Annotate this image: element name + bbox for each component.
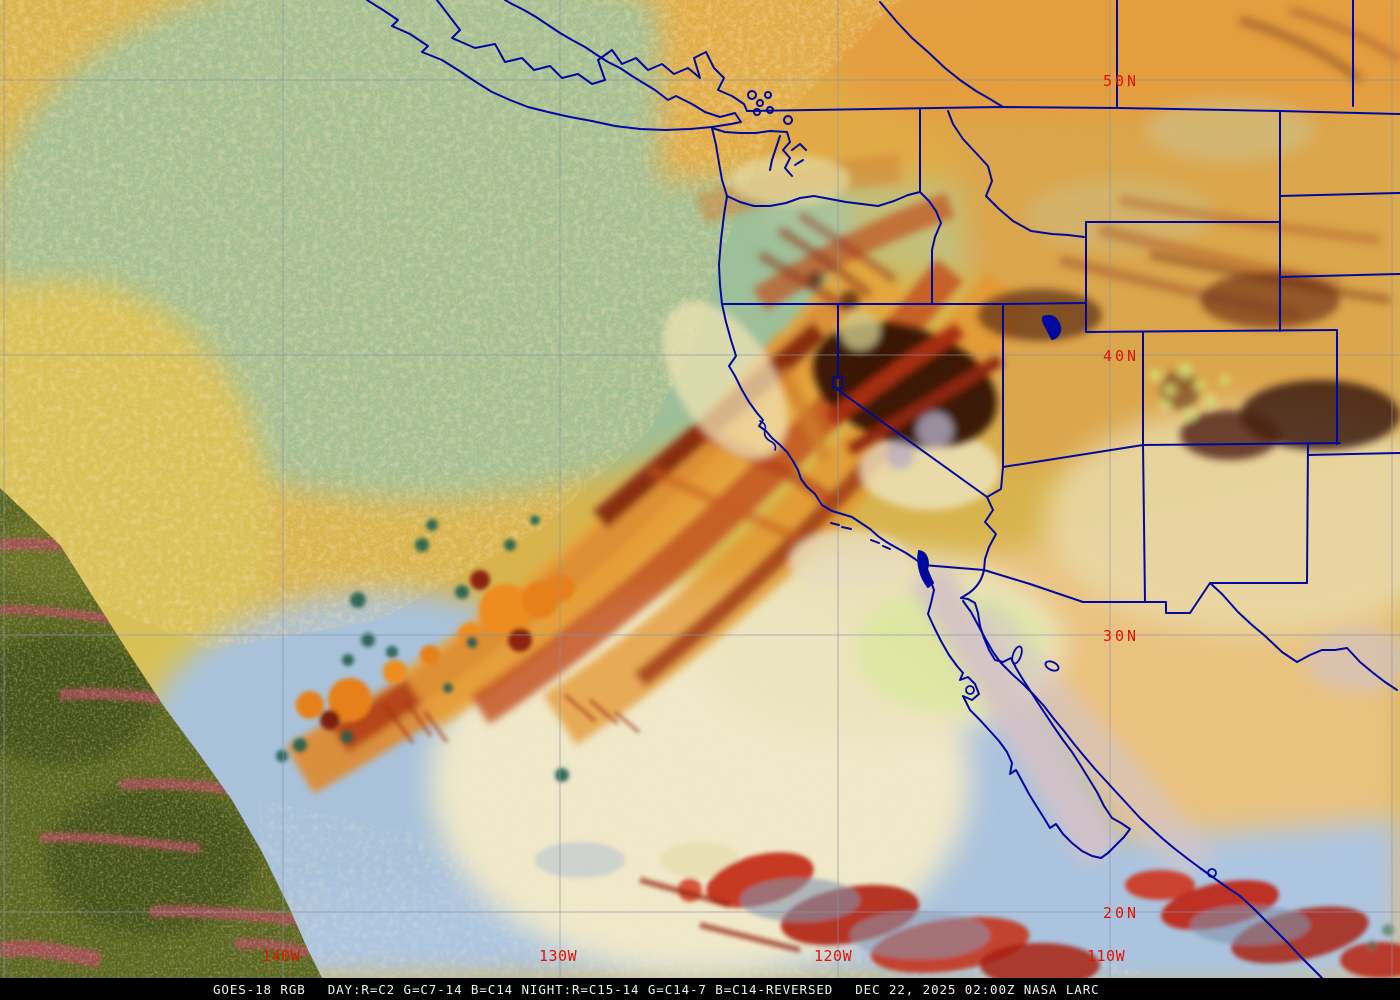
- border-us-canada: [746, 106, 1400, 115]
- rgb-recipe-label: DAY:R=C2 G=C7-14 B=C14 NIGHT:R=C15-14 G=…: [327, 981, 834, 997]
- coastline-puget-sound: [711, 127, 793, 177]
- latitude-label-50n: 50N: [1103, 72, 1139, 90]
- border-wa-or-columbia: [726, 191, 921, 207]
- border-rio-grande: [1209, 582, 1398, 691]
- border-us-mexico-ca: [922, 564, 985, 571]
- graticule-labels: 50N 40N 30N 20N 140W 130W 120W 110W: [262, 72, 1139, 965]
- border-42n: [721, 302, 1087, 305]
- border-wy-co: [1085, 329, 1338, 333]
- latitude-label-20n: 20N: [1103, 904, 1139, 922]
- san-francisco-bay: [759, 420, 777, 451]
- status-bar: GOES-18 RGB DAY:R=C2 G=C7-14 B=C14 NIGHT…: [0, 978, 1400, 1000]
- border-colorado-river: [960, 496, 997, 599]
- coastline-baja: [922, 564, 1131, 859]
- border-ca-nv: [837, 303, 988, 498]
- border-id-mt: [947, 110, 1085, 238]
- timestamp-credit-label: DEC 22, 2025 02:00Z NASA LARC: [855, 981, 1100, 997]
- border-tx-ok: [1307, 452, 1400, 456]
- border-ut-az: [1002, 444, 1144, 468]
- san-juan-islands: [747, 90, 793, 125]
- border-bc-alberta: [879, 1, 1004, 108]
- scan-edge-landcover-region: [0, 488, 322, 978]
- satellite-map: 50N 40N 30N 20N 140W 130W 120W 110W: [0, 0, 1400, 978]
- gulf-islands: [965, 645, 1217, 878]
- coastline-pacific: [711, 127, 924, 566]
- product-label: GOES-18 RGB: [213, 981, 306, 997]
- longitude-label-110w: 110W: [1087, 947, 1126, 965]
- border-nv-az: [986, 466, 1004, 498]
- border-us-mexico-az: [983, 569, 1211, 614]
- longitude-label-140w: 140W: [262, 947, 301, 965]
- salton-sea: [917, 550, 934, 588]
- map-borders: [366, 0, 1400, 978]
- longitude-label-130w: 130W: [539, 947, 578, 965]
- border-nm-east: [1306, 442, 1309, 584]
- channel-islands: [830, 522, 891, 550]
- border-az-nm: [1142, 444, 1146, 602]
- graticule-grid: [0, 0, 1400, 978]
- latitude-label-40n: 40N: [1103, 347, 1139, 365]
- coastline-bc-mainland: [436, 0, 748, 112]
- border-sd-ne: [1279, 273, 1400, 278]
- longitude-label-120w: 120W: [814, 947, 853, 965]
- coastline-vancouver-island: [366, 0, 742, 131]
- lake-tahoe: [832, 376, 843, 389]
- coastline-mexico-mainland: [962, 600, 1323, 978]
- latitude-label-30n: 30N: [1103, 627, 1139, 645]
- border-or-id-snake: [919, 191, 942, 305]
- great-salt-lake: [1041, 314, 1062, 340]
- border-nd-sd: [1279, 192, 1400, 197]
